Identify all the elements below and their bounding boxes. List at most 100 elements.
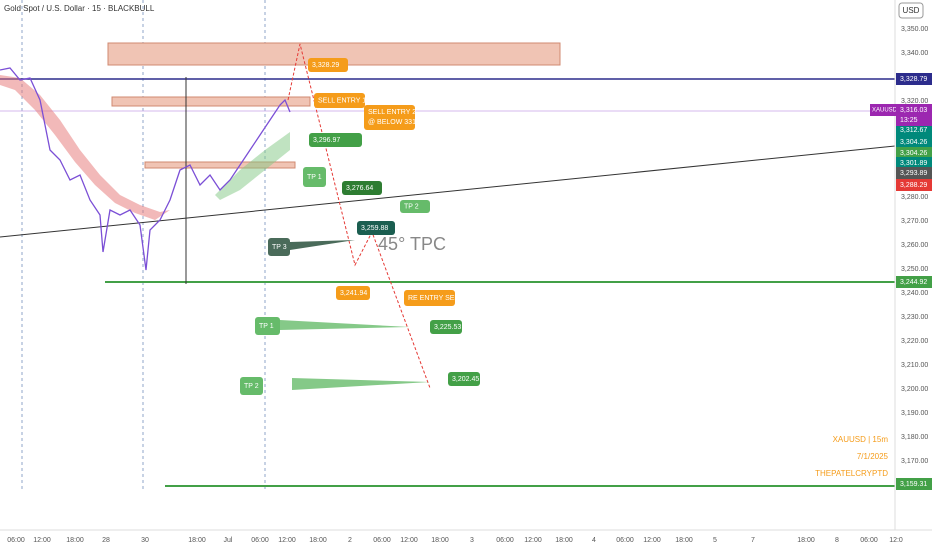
- annotation-text: SELL ENTRY 1: [318, 97, 366, 104]
- price-badge: [896, 157, 932, 169]
- annotation-box: [364, 105, 415, 130]
- time-label: 06:00: [373, 537, 391, 544]
- annotation-text: 3,328.29: [312, 62, 339, 69]
- annotation-box: [430, 320, 462, 334]
- annotation-box: [448, 372, 480, 386]
- price-badge: [896, 179, 932, 191]
- annotation-box: [308, 58, 348, 72]
- time-label: 06:00: [616, 537, 634, 544]
- price-label: 3,320.00: [901, 98, 928, 105]
- time-label: 12:00: [524, 537, 542, 544]
- annotation-text: 3,259.88: [361, 225, 388, 232]
- price-badge-text: 3,304.26: [900, 150, 927, 157]
- annotation-box: [240, 377, 263, 395]
- price-label: 3,270.00: [901, 218, 928, 225]
- price-label: 3,220.00: [901, 338, 928, 345]
- time-label: 18:00: [309, 537, 327, 544]
- annotation-text: TP 1: [259, 323, 274, 330]
- time-label: 18:00: [66, 537, 84, 544]
- price-label: 3,250.00: [901, 266, 928, 273]
- price-badge: [896, 147, 932, 159]
- time-label: 7: [751, 537, 755, 544]
- currency-button[interactable]: [898, 2, 924, 19]
- time-label: 12:0: [889, 537, 903, 544]
- price-label: 3,340.00: [901, 50, 928, 57]
- symbol-price: 3,316.03: [900, 107, 927, 114]
- annotation-text: @ BELOW 3316: [368, 119, 420, 126]
- session-lines: [21, 0, 266, 490]
- price-badge: [896, 124, 932, 136]
- time-label: 18:00: [431, 537, 449, 544]
- price-badge-text: 3,328.79: [900, 76, 927, 83]
- annotation-text: 3,225.53: [434, 324, 461, 331]
- price-label: 3,280.00: [901, 194, 928, 201]
- time-label: 18:00: [188, 537, 206, 544]
- time-label: 4: [592, 537, 596, 544]
- price-badge-text: 3,159.31: [900, 481, 927, 488]
- watermark: 45° TPC: [378, 234, 446, 254]
- time-label: 12:00: [643, 537, 661, 544]
- time-label: 06:00: [7, 537, 25, 544]
- annotation-box: [342, 181, 382, 195]
- countdown: 13:25: [900, 117, 918, 124]
- signature: XAUUSD | 15m: [833, 435, 889, 444]
- tp-wedge: [292, 378, 430, 390]
- price-badge-text: 3,288.29: [900, 182, 927, 189]
- time-label: 12:00: [400, 537, 418, 544]
- time-label: 18:00: [675, 537, 693, 544]
- time-label: 06:00: [251, 537, 269, 544]
- annotation-box: [314, 93, 365, 108]
- price-badge-text: 3,304.26: [900, 139, 927, 146]
- price-badge-text: 3,312.67: [900, 127, 927, 134]
- price-badge-text: 3,244.92: [900, 279, 927, 286]
- time-label: 12:00: [33, 537, 51, 544]
- annotation-text: 3,276.64: [346, 185, 373, 192]
- price-series: [0, 67, 291, 271]
- price-badge-text: 3,301.89: [900, 160, 927, 167]
- symbol-badge: [870, 104, 896, 116]
- price-label: 3,240.00: [901, 290, 928, 297]
- price-label: 3,170.00: [901, 458, 928, 465]
- tp-wedge: [290, 240, 355, 250]
- annotation-box: [336, 286, 370, 300]
- chart-title: Gold Spot / U.S. Dollar · 15 · BLACKBULL: [4, 4, 155, 13]
- time-label: 06:00: [496, 537, 514, 544]
- annotation-box: [404, 290, 455, 306]
- price-badge: [896, 276, 932, 288]
- time-label: 18:00: [797, 537, 815, 544]
- annotation-text: RE ENTRY SELL: [408, 295, 462, 302]
- price-label: 3,230.00: [901, 314, 928, 321]
- annotation-text: 3,296.97: [313, 137, 340, 144]
- symbol: XAUUSD: [872, 108, 898, 114]
- annotation-text: 3,241.94: [340, 290, 367, 297]
- trend-line: [0, 145, 896, 238]
- annotation-box: [303, 167, 326, 187]
- annotation-text: SELL ENTRY 2: [368, 109, 416, 116]
- zone: [111, 96, 311, 107]
- annotation-text: TP 1: [307, 174, 322, 181]
- annotation-text: TP 2: [244, 383, 259, 390]
- price-badge-text: 3,293.89: [900, 170, 927, 177]
- time-label: 3: [470, 537, 474, 544]
- price-label: 3,350.00: [901, 26, 928, 33]
- symbol-badge: [896, 104, 932, 126]
- time-label: 30: [141, 537, 149, 544]
- time-label: 2: [348, 537, 352, 544]
- time-label: 8: [835, 537, 839, 544]
- time-label: 06:00: [860, 537, 878, 544]
- price-axis: [895, 0, 932, 550]
- signature: 7/1/2025: [857, 452, 889, 461]
- price-label: 3,260.00: [901, 242, 928, 249]
- annotation-box: [357, 221, 395, 235]
- time-label: 18:00: [555, 537, 573, 544]
- annotation-box: [309, 133, 362, 147]
- annotation-text: 3,202.45: [452, 376, 479, 383]
- time-label: 12:00: [278, 537, 296, 544]
- currency[interactable]: USD: [903, 6, 920, 15]
- time-label: 28: [102, 537, 110, 544]
- price-label: 3,180.00: [901, 434, 928, 441]
- price-label: 3,190.00: [901, 410, 928, 417]
- signature: THEPATELCRYPTD: [815, 469, 888, 478]
- price-label: 3,200.00: [901, 386, 928, 393]
